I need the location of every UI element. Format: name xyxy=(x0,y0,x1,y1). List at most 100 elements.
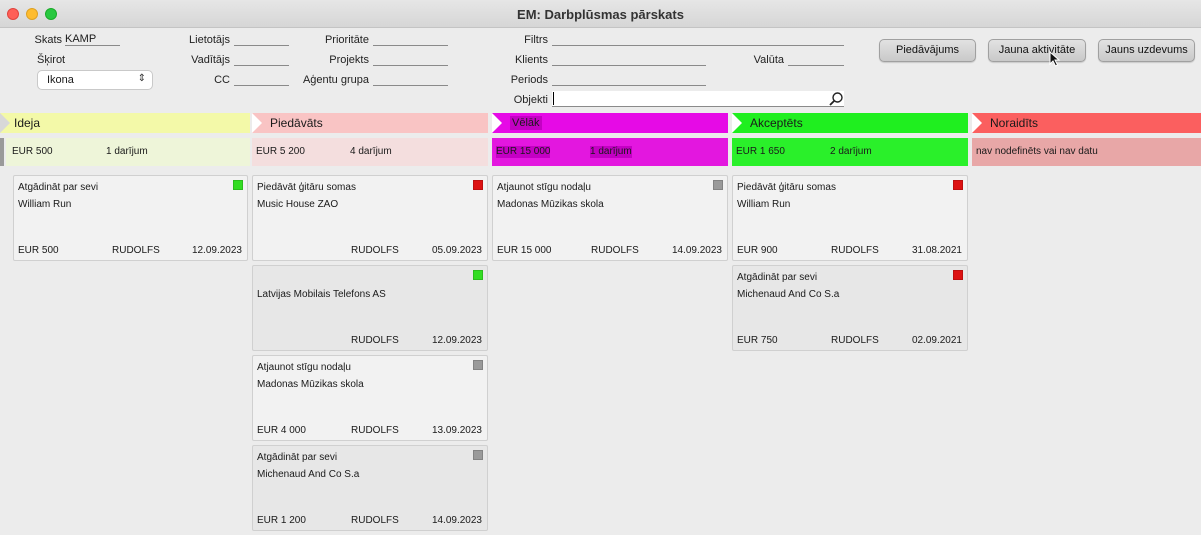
card-client: Music House ZAO xyxy=(257,199,339,210)
stage-arrow-icon xyxy=(732,113,742,133)
status-indicator xyxy=(953,180,963,190)
deal-card[interactable]: Atjaunot stīgu nodaļu Madonas Mūzikas sk… xyxy=(492,175,728,261)
stage-summary-piedavats: EUR 5 200 4 darījum xyxy=(252,138,488,166)
periods-field[interactable] xyxy=(552,74,706,86)
card-owner: RUDOLFS xyxy=(351,245,399,256)
new-activity-button[interactable]: Jauna aktivitāte xyxy=(988,39,1086,62)
card-owner: RUDOLFS xyxy=(351,335,399,346)
stage-arrow-icon xyxy=(0,113,10,133)
stage-amount: EUR 500 xyxy=(12,146,53,157)
skats-value: KAMP xyxy=(65,34,120,46)
card-date: 14.09.2023 xyxy=(671,245,722,256)
projekts-label: Projekts xyxy=(329,54,369,66)
vaditajs-field[interactable] xyxy=(234,54,289,66)
cc-field[interactable] xyxy=(234,74,289,86)
prioritate-field[interactable] xyxy=(373,34,448,46)
skirot-label: Šķirot xyxy=(37,54,66,66)
piedavajums-button[interactable]: Piedāvājums xyxy=(879,39,976,62)
deal-card[interactable]: Piedāvāt ģitāru somas William Run EUR 90… xyxy=(732,175,968,261)
column-marker xyxy=(0,138,4,166)
zoom-window-button[interactable] xyxy=(45,8,57,20)
stage-arrow-icon xyxy=(972,113,982,133)
card-client: Michenaud And Co S.a xyxy=(257,469,360,480)
card-date: 12.09.2023 xyxy=(191,245,242,256)
card-amount: EUR 500 xyxy=(18,245,59,256)
card-date: 31.08.2021 xyxy=(911,245,962,256)
deal-card[interactable]: Atgādināt par sevi William Run EUR 500 R… xyxy=(13,175,248,261)
vaditajs-label: Vadītājs xyxy=(191,54,230,66)
stage-summary-ideja: EUR 500 1 darījum xyxy=(6,138,250,166)
status-indicator xyxy=(473,180,483,190)
card-date: 02.09.2021 xyxy=(911,335,962,346)
stage-summary-velak: EUR 15 000 1 darījum xyxy=(492,138,728,166)
objekti-search-field[interactable] xyxy=(552,91,844,107)
card-date: 12.09.2023 xyxy=(431,335,482,346)
valuta-field[interactable] xyxy=(788,54,844,66)
status-indicator xyxy=(233,180,243,190)
cc-label: CC xyxy=(214,74,230,86)
stage-header-ideja[interactable]: Ideja xyxy=(0,113,250,133)
stage-arrow-icon xyxy=(252,113,262,133)
stage-header-noraidits[interactable]: Noraidīts xyxy=(972,113,1201,133)
valuta-label: Valūta xyxy=(753,54,784,66)
deal-card[interactable]: Atgādināt par sevi Michenaud And Co S.a … xyxy=(252,445,488,531)
agentu-grupa-label: Aģentu grupa xyxy=(302,74,369,86)
projekts-field[interactable] xyxy=(373,54,448,66)
stage-amount: EUR 1 650 xyxy=(736,146,785,157)
stage-header-akceptets[interactable]: Akceptēts xyxy=(732,113,968,133)
stage-arrow-icon xyxy=(492,113,502,133)
stage-count: 1 darījum xyxy=(590,146,632,158)
stage-name: Ideja xyxy=(14,116,41,130)
skats-field[interactable]: KAMP xyxy=(65,34,120,46)
objekti-label: Objekti xyxy=(513,94,548,106)
status-indicator xyxy=(473,270,483,280)
updown-chevron-icon: ⇕ xyxy=(137,73,146,84)
card-client: William Run xyxy=(737,199,791,210)
card-owner: RUDOLFS xyxy=(591,245,639,256)
card-owner: RUDOLFS xyxy=(351,425,399,436)
card-client: William Run xyxy=(18,199,72,210)
card-title: Piedāvāt ģitāru somas xyxy=(737,182,836,193)
klients-field[interactable] xyxy=(552,54,706,66)
stage-amount: EUR 5 200 xyxy=(256,146,305,157)
close-window-button[interactable] xyxy=(7,8,19,20)
card-client: Latvijas Mobilais Telefons AS xyxy=(257,289,386,300)
deal-card[interactable]: Atjaunot stīgu nodaļu Madonas Mūzikas sk… xyxy=(252,355,488,441)
card-title: Piedāvāt ģitāru somas xyxy=(257,182,356,193)
minimize-window-button[interactable] xyxy=(26,8,38,20)
card-amount: EUR 900 xyxy=(737,245,778,256)
stage-name: Piedāvāts xyxy=(270,116,323,130)
card-owner: RUDOLFS xyxy=(351,515,399,526)
deal-card[interactable]: Piedāvāt ģitāru somas Music House ZAO RU… xyxy=(252,175,488,261)
lietotajs-label: Lietotājs xyxy=(189,34,230,46)
card-date: 05.09.2023 xyxy=(431,245,482,256)
lietotajs-field[interactable] xyxy=(234,34,289,46)
filtrs-field[interactable] xyxy=(552,34,844,46)
stage-header-piedavats[interactable]: Piedāvāts xyxy=(252,113,488,133)
agentu-grupa-field[interactable] xyxy=(373,74,448,86)
status-indicator xyxy=(473,450,483,460)
card-client: Michenaud And Co S.a xyxy=(737,289,840,300)
deal-card[interactable]: Latvijas Mobilais Telefons AS RUDOLFS 12… xyxy=(252,265,488,351)
card-title: Atgādināt par sevi xyxy=(18,182,99,193)
status-indicator xyxy=(713,180,723,190)
status-indicator xyxy=(473,360,483,370)
card-date: 14.09.2023 xyxy=(431,515,482,526)
card-title: Atjaunot stīgu nodaļu xyxy=(257,362,351,373)
skirot-value: Ikona xyxy=(47,74,74,86)
filtrs-label: Filtrs xyxy=(524,34,548,46)
skirot-select[interactable]: Ikona ⇕ xyxy=(37,70,153,90)
klients-label: Klients xyxy=(514,54,548,66)
card-owner: RUDOLFS xyxy=(112,245,160,256)
search-icon[interactable] xyxy=(828,91,844,107)
deal-card[interactable]: Atgādināt par sevi Michenaud And Co S.a … xyxy=(732,265,968,351)
new-task-button[interactable]: Jauns uzdevums xyxy=(1098,39,1195,62)
card-client: Madonas Mūzikas skola xyxy=(257,379,364,390)
stage-summary-akceptets: EUR 1 650 2 darījum xyxy=(732,138,968,166)
card-date: 13.09.2023 xyxy=(431,425,482,436)
skats-label: Skats xyxy=(34,34,62,46)
stage-summary-noraidits: nav nodefinēts vai nav datu xyxy=(972,138,1201,166)
card-client: Madonas Mūzikas skola xyxy=(497,199,604,210)
stage-header-velak[interactable]: Vēlāk xyxy=(492,113,728,133)
window-title: EM: Darbplūsmas pārskats xyxy=(517,7,684,22)
